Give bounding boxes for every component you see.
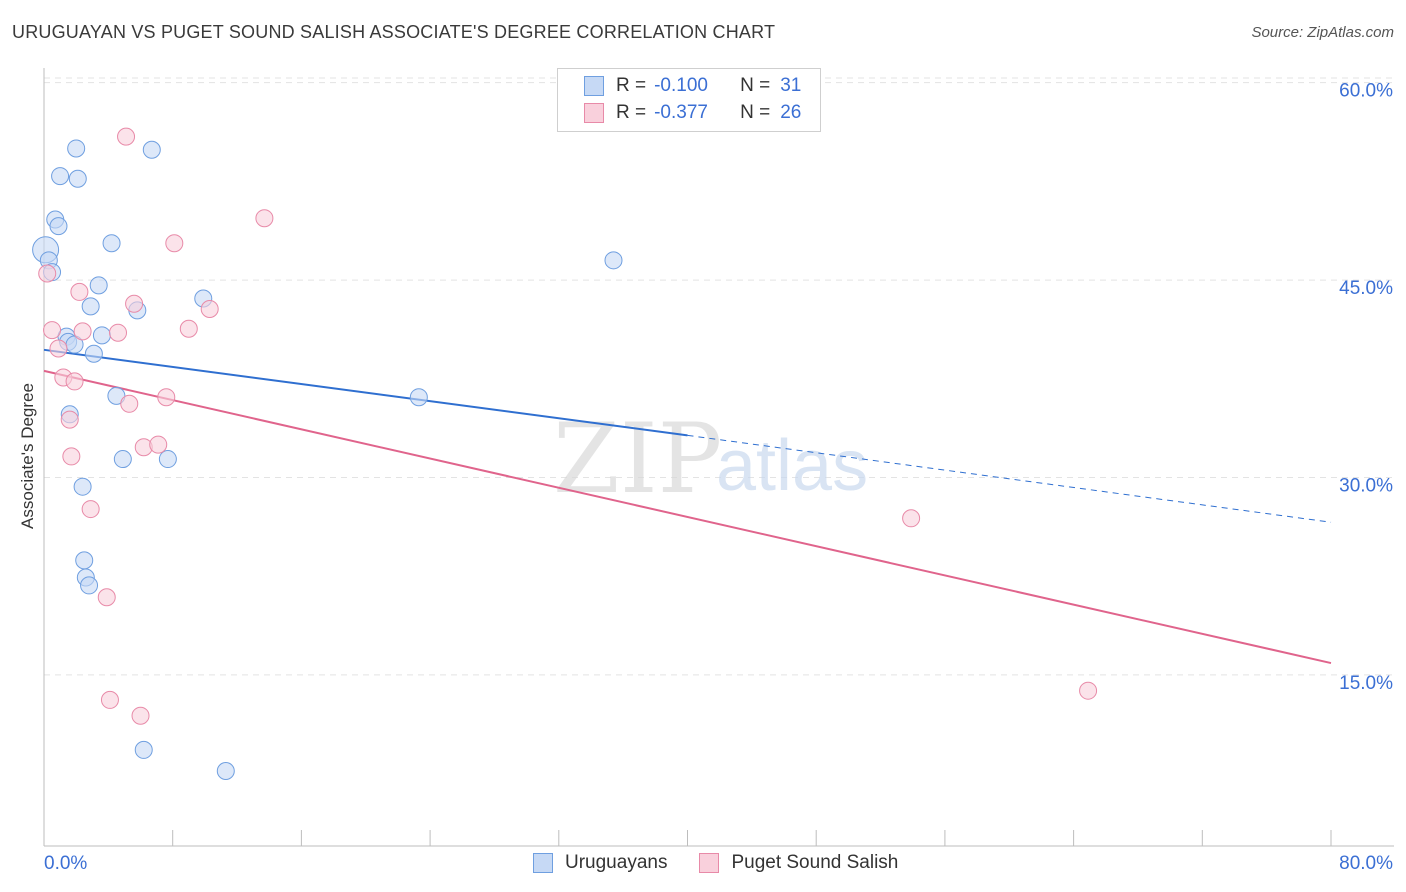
legend-n-value-uruguayans: 31 bbox=[780, 75, 802, 96]
data-point-puget bbox=[165, 234, 184, 253]
legend-r-label: R = bbox=[616, 75, 647, 96]
label-layer: 15.0% 30.0% 45.0% 60.0% 0.0% 80.0% bbox=[44, 81, 1393, 874]
source-label: Source: ZipAtlas.com bbox=[1251, 24, 1394, 41]
x-tick-label-min: 0.0% bbox=[44, 853, 87, 874]
y-axis-label: Associate's Degree bbox=[18, 383, 37, 529]
data-point-puget bbox=[157, 388, 176, 407]
data-point-puget bbox=[100, 690, 119, 709]
data-point-uruguayans bbox=[89, 276, 108, 295]
watermark-atlas: atlas bbox=[716, 426, 868, 506]
legend-r-value-uruguayans: -0.100 bbox=[654, 75, 708, 96]
data-point-puget bbox=[70, 282, 89, 301]
data-point-uruguayans bbox=[80, 576, 99, 595]
legend-swatch-uruguayans bbox=[584, 76, 604, 96]
data-point-puget bbox=[73, 322, 92, 341]
data-point-puget bbox=[43, 321, 62, 340]
data-point-puget bbox=[62, 447, 81, 466]
data-point-puget bbox=[125, 294, 144, 313]
data-point-uruguayans bbox=[73, 477, 92, 496]
data-point-uruguayans bbox=[107, 386, 126, 405]
data-point-puget bbox=[117, 127, 136, 146]
data-point-uruguayans bbox=[68, 169, 87, 188]
legend-swatch-puget bbox=[584, 103, 604, 123]
data-point-uruguayans bbox=[113, 450, 132, 469]
legend-r-value-puget: -0.377 bbox=[654, 102, 708, 123]
data-point-puget bbox=[120, 394, 139, 413]
y-tick-label: 45.0% bbox=[1339, 278, 1393, 299]
series-legend-uruguayans[interactable]: Uruguayans bbox=[533, 852, 667, 874]
trend-line-puget bbox=[43, 369, 1332, 665]
data-point-puget bbox=[60, 410, 79, 429]
data-point-uruguayans bbox=[142, 140, 161, 159]
x-tick-label-max: 80.0% bbox=[1339, 853, 1393, 874]
data-point-uruguayans bbox=[67, 139, 86, 158]
legend-row-puget: R = -0.377 N = 26 bbox=[558, 100, 801, 126]
data-point-puget bbox=[109, 323, 128, 342]
legend-n-label: N = bbox=[740, 102, 771, 123]
data-point-puget bbox=[49, 339, 68, 358]
axis-layer bbox=[43, 68, 1394, 847]
data-point-uruguayans bbox=[92, 326, 111, 345]
trend-line-uruguayans bbox=[43, 348, 688, 437]
chart-title: URUGUAYAN VS PUGET SOUND SALISH ASSOCIAT… bbox=[12, 22, 776, 42]
trend-layer bbox=[43, 348, 1332, 665]
series-swatch-puget bbox=[699, 853, 720, 873]
point-layer bbox=[32, 127, 1098, 780]
y-tick-label: 30.0% bbox=[1339, 475, 1393, 496]
data-point-puget bbox=[149, 435, 168, 454]
data-point-puget bbox=[65, 372, 84, 391]
legend-row-uruguayans: R = -0.100 N = 31 bbox=[558, 73, 801, 99]
data-point-puget bbox=[131, 706, 150, 725]
stats-legend: R = -0.100 N = 31 R = -0.377 N = 26 bbox=[557, 68, 821, 132]
series-legend-puget[interactable]: Puget Sound Salish bbox=[699, 852, 898, 874]
data-point-uruguayans bbox=[84, 344, 103, 363]
data-point-puget bbox=[179, 319, 198, 338]
data-point-uruguayans bbox=[51, 167, 70, 186]
data-point-uruguayans bbox=[102, 234, 121, 253]
data-point-uruguayans bbox=[604, 251, 623, 270]
watermark-zip: ZIP bbox=[553, 403, 722, 515]
data-point-uruguayans bbox=[134, 740, 153, 759]
data-point-uruguayans bbox=[81, 297, 100, 316]
data-point-uruguayans bbox=[216, 761, 235, 780]
legend-r-label: R = bbox=[616, 102, 647, 123]
trend-line-uruguayans-extension bbox=[687, 434, 1332, 523]
data-point-puget bbox=[255, 209, 274, 228]
legend-n-value-puget: 26 bbox=[780, 102, 802, 123]
y-tick-label: 15.0% bbox=[1339, 673, 1393, 694]
data-point-puget bbox=[81, 500, 100, 519]
data-point-puget bbox=[1079, 681, 1098, 700]
data-point-uruguayans bbox=[75, 551, 94, 570]
data-point-uruguayans bbox=[49, 217, 68, 236]
series-swatch-uruguayans bbox=[533, 853, 553, 873]
series-legend: Uruguayans Puget Sound Salish bbox=[533, 852, 930, 874]
data-point-uruguayans bbox=[158, 450, 177, 469]
data-point-puget bbox=[902, 509, 921, 528]
data-point-puget bbox=[97, 588, 116, 607]
data-point-puget bbox=[38, 264, 57, 283]
data-point-uruguayans bbox=[409, 388, 428, 407]
legend-n-label: N = bbox=[740, 75, 771, 96]
series-label-puget: Puget Sound Salish bbox=[731, 852, 899, 873]
data-point-puget bbox=[200, 300, 219, 319]
series-label-uruguayans: Uruguayans bbox=[565, 852, 668, 873]
y-tick-label: 60.0% bbox=[1339, 81, 1393, 102]
